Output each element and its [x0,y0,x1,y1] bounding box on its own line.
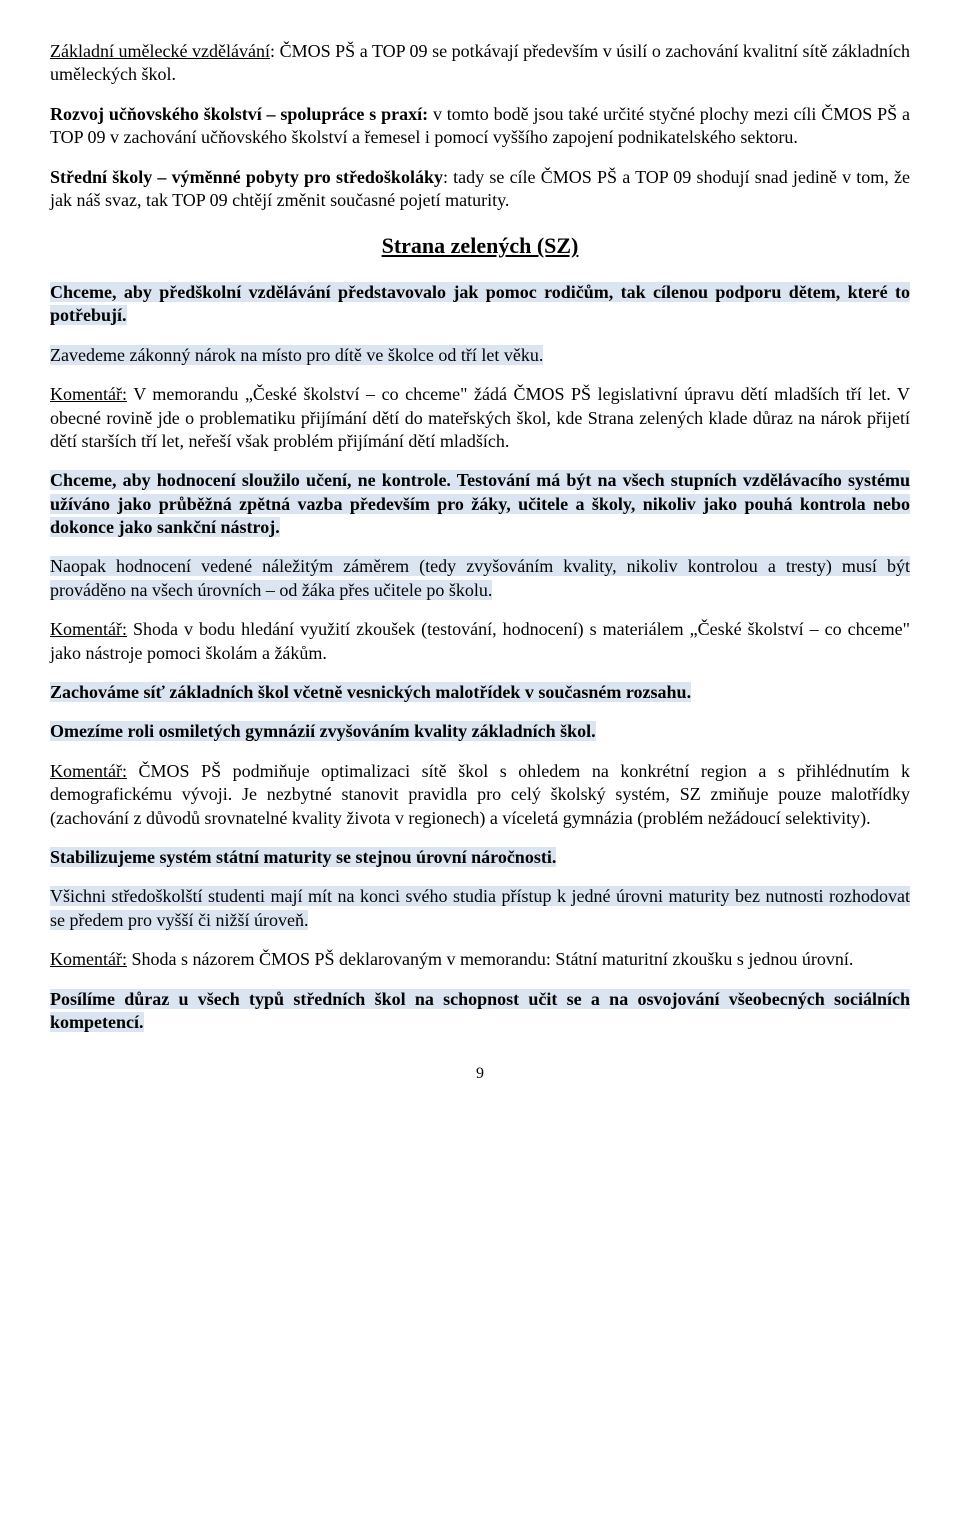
highlight-7: Stabilizujeme systém státní maturity se … [50,846,910,869]
h4-text: Naopak hodnocení vedené náležitým záměre… [50,556,910,599]
paragraph-3: Střední školy – výměnné pobyty pro střed… [50,166,910,213]
h7-text: Stabilizujeme systém státní maturity se … [50,847,556,867]
p5-r2: Shoda v bodu hledání využití zkoušek (te… [50,619,910,662]
p2-r1: Rozvoj učňovského školství – spolupráce … [50,104,428,124]
h3-text: Chceme, aby hodnocení sloužilo učení, ne… [50,470,910,537]
p4-r2: V memorandu „České školství – co chceme"… [50,384,910,451]
h6-text: Omezíme roli osmiletých gymnázií zvyšová… [50,721,596,741]
p6-r1: Komentář: [50,761,127,781]
highlight-6: Omezíme roli osmiletých gymnázií zvyšová… [50,720,910,743]
highlight-1: Chceme, aby předškolní vzdělávání předst… [50,281,910,328]
h1-text: Chceme, aby předškolní vzdělávání předst… [50,282,910,325]
paragraph-5: Komentář: Shoda v bodu hledání využití z… [50,618,910,665]
h8-text: Všichni středoškolští studenti mají mít … [50,886,910,929]
p7-r1: Komentář: [50,949,127,969]
h9-text: Posílíme důraz u všech typů středních šk… [50,989,910,1032]
highlight-8: Všichni středoškolští studenti mají mít … [50,885,910,932]
highlight-3: Chceme, aby hodnocení sloužilo učení, ne… [50,469,910,539]
highlight-9: Posílíme důraz u všech typů středních šk… [50,988,910,1035]
paragraph-6: Komentář: ČMOS PŠ podmiňuje optimalizaci… [50,760,910,830]
page-number: 9 [50,1064,910,1085]
p3-r1: Střední školy – výměnné pobyty pro střed… [50,167,443,187]
p4-r1: Komentář: [50,384,127,404]
highlight-5: Zachováme síť základních škol včetně ves… [50,681,910,704]
section-title: Strana zelených (SZ) [50,232,910,261]
paragraph-7: Komentář: Shoda s názorem ČMOS PŠ deklar… [50,948,910,971]
highlight-4: Naopak hodnocení vedené náležitým záměre… [50,555,910,602]
h5-text: Zachováme síť základních škol včetně ves… [50,682,691,702]
p6-r2: ČMOS PŠ podmiňuje optimalizaci sítě škol… [50,761,910,828]
paragraph-2: Rozvoj učňovského školství – spolupráce … [50,103,910,150]
h2-text: Zavedeme zákonný nárok na místo pro dítě… [50,345,543,365]
highlight-2: Zavedeme zákonný nárok na místo pro dítě… [50,344,910,367]
p1-r1: Základní umělecké vzdělávání [50,41,270,61]
p7-r2: Shoda s názorem ČMOS PŠ deklarovaným v m… [127,949,853,969]
p5-r1: Komentář: [50,619,127,639]
paragraph-1: Základní umělecké vzdělávání: ČMOS PŠ a … [50,40,910,87]
paragraph-4: Komentář: V memorandu „České školství – … [50,383,910,453]
